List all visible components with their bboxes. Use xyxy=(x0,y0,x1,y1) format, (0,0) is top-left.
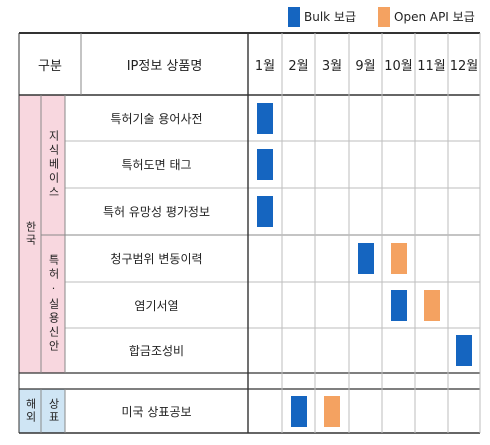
group-patent-utility-label: 특허·실용신안 xyxy=(47,254,60,354)
schedule-bar-bulk-7 xyxy=(291,396,307,427)
group-korea: 한국 xyxy=(19,95,41,373)
header-month-1: 1월 xyxy=(254,58,276,74)
header-month-5: 10월 xyxy=(384,58,413,74)
product-name-4: 청구범위 변동이력 xyxy=(110,252,203,266)
group-knowledge-base: 지식베이스 xyxy=(41,95,65,235)
header-month-4: 9월 xyxy=(355,58,376,74)
legend-bulk-label: Bulk 보급 xyxy=(304,10,357,24)
group-overseas: 해외 xyxy=(19,389,41,433)
group-knowledge-base-label: 지식베이스 xyxy=(47,130,60,200)
schedule-bar-bulk-3 xyxy=(257,196,273,227)
header-month-7: 12월 xyxy=(449,58,479,74)
group-patent-utility: 특허·실용신안 xyxy=(41,235,65,373)
legend-openapi-label: Open API 보급 xyxy=(394,10,475,24)
product-name-1: 특허기술 용어사전 xyxy=(110,111,203,126)
header-product: IP정보 상품명 xyxy=(126,58,203,74)
header-month-6: 11월 xyxy=(417,58,446,74)
schedule-bar-bulk-2 xyxy=(257,149,273,180)
schedule-bar-openapi-7 xyxy=(324,396,340,427)
product-name-2: 특허도면 태그 xyxy=(121,158,192,172)
schedule-bar-bulk-5 xyxy=(391,290,407,321)
group-overseas-label: 해외 xyxy=(24,398,37,424)
product-name-6: 합금조성비 xyxy=(128,344,185,358)
legend-openapi-swatch xyxy=(378,7,390,27)
header-category: 구분 xyxy=(38,58,62,74)
schedule-bar-bulk-4 xyxy=(358,243,374,274)
group-korea-label: 한국 xyxy=(24,221,37,247)
legend-bulk-swatch xyxy=(288,7,300,27)
product-name-7: 미국 상표공보 xyxy=(121,404,192,419)
schedule-bar-bulk-1 xyxy=(257,103,273,134)
header-month-3: 3월 xyxy=(321,58,343,74)
group-trademark-label: 상표 xyxy=(47,398,60,424)
schedule-bar-openapi-5 xyxy=(424,290,440,321)
schedule-bar-bulk-6 xyxy=(456,335,472,366)
product-name-3: 특허 유망성 평가정보 xyxy=(103,205,210,219)
product-name-5: 염기서열 xyxy=(134,298,179,313)
schedule-bar-openapi-4 xyxy=(391,243,407,274)
group-trademark: 상표 xyxy=(41,389,65,433)
header-month-2: 2월 xyxy=(288,58,309,74)
